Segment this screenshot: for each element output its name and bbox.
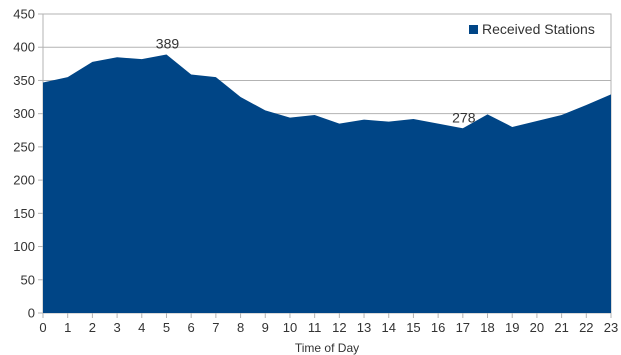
x-tick-label: 6 xyxy=(188,320,195,335)
data-label: 278 xyxy=(452,109,476,125)
x-tick-label: 17 xyxy=(456,320,470,335)
x-tick-label: 10 xyxy=(283,320,297,335)
x-axis-title: Time of Day xyxy=(295,341,359,355)
legend-label: Received Stations xyxy=(482,21,595,37)
x-tick-label: 12 xyxy=(332,320,346,335)
y-tick-label: 0 xyxy=(28,306,35,321)
x-axis: 0 1 2 3 4 5 6 7 8 9 10 11 12 13 14 15 16 17 18 19 20 21 22 23 xyxy=(39,313,618,335)
series-area xyxy=(43,54,611,313)
y-tick-label: 100 xyxy=(13,239,35,254)
x-tick-label: 23 xyxy=(604,320,618,335)
x-tick-label: 11 xyxy=(308,320,322,335)
x-tick-label: 14 xyxy=(382,320,396,335)
y-tick-label: 200 xyxy=(13,173,35,188)
x-tick-label: 7 xyxy=(212,320,219,335)
data-labels: 389 278 xyxy=(156,36,476,126)
x-tick-label: 18 xyxy=(480,320,494,335)
y-tick-label: 300 xyxy=(13,106,35,121)
y-axis: 0 50 100 150 200 250 300 350 400 450 xyxy=(13,7,43,321)
x-tick-label: 21 xyxy=(554,320,568,335)
data-label: 389 xyxy=(156,36,180,52)
x-tick-label: 19 xyxy=(505,320,519,335)
x-tick-label: 5 xyxy=(163,320,170,335)
x-tick-label: 22 xyxy=(579,320,593,335)
x-tick-label: 2 xyxy=(89,320,96,335)
x-tick-label: 1 xyxy=(64,320,71,335)
x-tick-label: 16 xyxy=(431,320,445,335)
y-tick-label: 450 xyxy=(13,7,35,22)
x-tick-label: 3 xyxy=(113,320,120,335)
y-tick-label: 50 xyxy=(21,272,35,287)
x-tick-label: 4 xyxy=(138,320,145,335)
x-tick-label: 13 xyxy=(357,320,371,335)
y-tick-label: 400 xyxy=(13,40,35,55)
y-tick-label: 350 xyxy=(13,73,35,88)
x-tick-label: 20 xyxy=(530,320,544,335)
y-tick-label: 150 xyxy=(13,206,35,221)
x-tick-label: 15 xyxy=(406,320,420,335)
legend: Received Stations xyxy=(469,21,595,37)
legend-swatch xyxy=(469,25,478,34)
x-tick-label: 9 xyxy=(262,320,269,335)
y-tick-label: 250 xyxy=(13,139,35,154)
x-tick-label: 8 xyxy=(237,320,244,335)
x-tick-label: 0 xyxy=(39,320,46,335)
